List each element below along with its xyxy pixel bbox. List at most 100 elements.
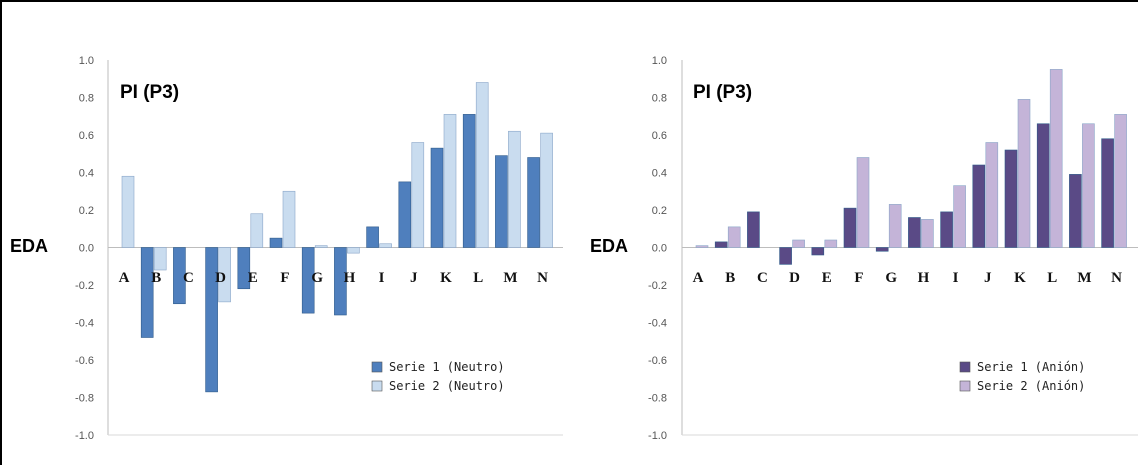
bar-series2-H	[347, 247, 360, 254]
category-label: D	[789, 270, 800, 286]
category-label: B	[151, 270, 161, 286]
bar-series1-M	[1069, 174, 1082, 248]
bar-series2-N	[540, 132, 553, 248]
y-tick-label: -0.6	[75, 355, 94, 367]
category-label: B	[725, 270, 735, 286]
bar-series1-G	[875, 247, 889, 252]
bar-series2-F	[282, 190, 296, 248]
y-axis-label: EDA	[590, 236, 628, 256]
bar-series1-N	[527, 157, 540, 248]
category-label: I	[953, 270, 959, 286]
category-label: M	[1077, 270, 1091, 286]
bar-series2-J	[411, 142, 425, 248]
bar-series1-K	[430, 147, 444, 248]
bar-series2-E	[824, 239, 838, 248]
y-tick-label: 1.0	[652, 55, 667, 67]
y-tick-label: -1.0	[75, 430, 94, 442]
category-label: N	[1111, 270, 1122, 286]
y-tick-label: 0.0	[652, 243, 667, 255]
bar-series2-M	[1082, 123, 1095, 248]
y-tick-label: 0.6	[79, 130, 94, 142]
category-label: C	[183, 270, 194, 286]
category-label: K	[440, 270, 452, 286]
y-tick-label: 0.2	[79, 205, 94, 217]
category-label: K	[1014, 270, 1026, 286]
chart-2: 1.0 0.8 0.6 0.4 0.2 0.0 -0.2 -0.4 -0.6 -0.8 -1.0 A B…	[590, 55, 1138, 442]
bar-series1-J	[398, 181, 412, 248]
bar-series1-E	[237, 247, 251, 290]
bar-series1-K	[1004, 149, 1018, 248]
bar-series2-J	[985, 142, 999, 248]
category-label: C	[757, 270, 768, 286]
bar-series2-G	[314, 245, 328, 248]
bar-series2-L	[475, 82, 489, 248]
y-tick-label: 0.8	[79, 93, 94, 105]
chart-1: 1.0 0.8 0.6 0.4 0.2 0.0 -0.2 -0.4 -0.6 -0.8 -1.0 A B…	[10, 55, 563, 442]
bar-series2-I	[379, 243, 392, 248]
bar-series2-D	[792, 239, 805, 248]
bar-series1-G	[301, 247, 315, 314]
bar-series1-J	[972, 164, 986, 248]
bar-series1-N	[1101, 138, 1114, 248]
legend-swatch-1	[959, 361, 971, 373]
legend-label-2: Serie 2 (Neutro)	[389, 379, 505, 393]
category-label: J	[984, 270, 992, 286]
category-label: J	[410, 270, 418, 286]
bar-series1-B	[714, 241, 728, 248]
legend-label-1: Serie 1 (Neutro)	[389, 360, 505, 374]
category-label: D	[215, 270, 226, 286]
legend-swatch-1	[371, 361, 383, 373]
bar-series2-G	[888, 204, 902, 248]
y-tick-label: 0.2	[652, 205, 667, 217]
category-label: H	[344, 270, 356, 286]
bar-series1-C	[173, 247, 186, 305]
category-label: H	[918, 270, 930, 286]
bar-series1-L	[462, 114, 476, 248]
bar-series2-B	[727, 226, 741, 248]
category-label: N	[537, 270, 548, 286]
bar-series1-D	[205, 247, 218, 393]
bar-series1-H	[908, 217, 921, 248]
y-tick-label: 0.4	[79, 168, 94, 180]
bar-series1-I	[366, 226, 379, 248]
legend-swatch-2	[371, 380, 383, 392]
y-tick-label: 0.8	[652, 93, 667, 105]
category-label: L	[1047, 270, 1057, 286]
bar-series2-I	[953, 185, 966, 248]
category-label: I	[379, 270, 385, 286]
category-label: G	[311, 270, 323, 286]
y-tick-label: -1.0	[648, 430, 667, 442]
legend-label-1: Serie 1 (Anión)	[977, 360, 1085, 374]
bar-series2-E	[250, 213, 264, 248]
bar-series2-M	[508, 130, 521, 248]
bar-series1-H	[334, 247, 347, 316]
bar-series2-D	[218, 247, 231, 303]
category-label: E	[822, 270, 832, 286]
y-tick-label: -0.4	[648, 318, 667, 330]
chart-title: PI (P3)	[693, 82, 752, 103]
category-label: F	[280, 270, 289, 286]
bar-series2-L	[1049, 69, 1063, 248]
bar-series2-H	[921, 219, 934, 248]
y-tick-label: -0.8	[75, 393, 94, 405]
category-label: A	[693, 270, 704, 286]
category-label: L	[473, 270, 483, 286]
y-tick-label: 0.0	[79, 243, 94, 255]
bar-series2-A	[695, 245, 709, 248]
legend-swatch-2	[959, 380, 971, 392]
bar-series2-A	[121, 175, 135, 248]
legend-label-2: Serie 2 (Anión)	[977, 379, 1085, 393]
chart-title: PI (P3)	[120, 82, 179, 103]
bar-series1-B	[140, 247, 154, 338]
bar-series2-B	[153, 247, 167, 271]
bar-series1-M	[495, 155, 508, 248]
bar-series1-D	[779, 247, 792, 265]
y-tick-label: 1.0	[79, 55, 94, 67]
bar-series2-F	[856, 157, 870, 248]
y-axis-label: EDA	[10, 236, 48, 256]
y-tick-label: -0.2	[75, 280, 94, 292]
bar-series1-F	[843, 207, 857, 248]
y-tick-label: -0.4	[75, 318, 94, 330]
bar-series1-C	[747, 211, 760, 248]
